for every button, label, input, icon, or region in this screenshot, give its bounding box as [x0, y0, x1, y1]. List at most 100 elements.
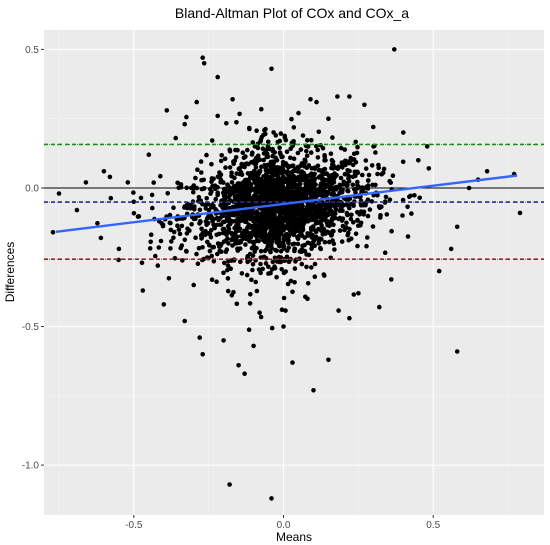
data-point [250, 226, 256, 231]
data-point [101, 169, 107, 174]
data-point [304, 173, 309, 179]
data-point [210, 202, 215, 207]
data-point [277, 138, 283, 144]
data-point [333, 211, 338, 216]
data-point [251, 343, 256, 349]
data-point [205, 201, 211, 207]
data-point [243, 242, 248, 247]
data-point [167, 220, 173, 226]
data-point [234, 223, 239, 228]
data-point [187, 228, 192, 233]
data-point [225, 263, 231, 268]
data-point [355, 218, 360, 223]
data-point [262, 197, 268, 202]
data-point [363, 166, 369, 171]
data-point [138, 195, 144, 201]
chart-title: Bland-Altman Plot of COx and COx_a [175, 5, 409, 21]
data-point [166, 276, 172, 281]
data-point [340, 216, 346, 221]
data-point [309, 137, 314, 143]
data-point [263, 126, 268, 132]
data-point [226, 226, 232, 232]
data-point [320, 145, 326, 151]
data-point [319, 174, 324, 180]
data-point [195, 167, 200, 172]
data-point [196, 245, 202, 251]
data-point [234, 120, 239, 125]
data-point [263, 261, 269, 266]
data-point [337, 228, 343, 233]
data-point [140, 288, 146, 293]
data-point [274, 274, 279, 280]
data-point [236, 228, 242, 233]
data-point [300, 133, 306, 138]
data-point [208, 234, 214, 240]
data-point [373, 150, 378, 155]
data-point [95, 221, 100, 226]
data-point [384, 212, 390, 217]
data-point [277, 145, 282, 150]
data-point [274, 240, 280, 245]
data-point [344, 220, 349, 226]
data-point [265, 139, 271, 145]
data-point [376, 165, 382, 171]
data-point [211, 222, 216, 227]
data-point [339, 160, 345, 165]
data-point [171, 235, 176, 240]
data-point [312, 165, 318, 170]
data-point [276, 232, 282, 238]
data-point [274, 192, 279, 198]
data-point [316, 129, 322, 135]
data-point [263, 177, 269, 182]
data-point [310, 207, 316, 212]
data-point [254, 245, 259, 251]
data-point [226, 241, 231, 246]
data-point [215, 251, 220, 257]
data-point [167, 212, 173, 218]
data-point [345, 232, 351, 238]
data-point [392, 47, 397, 52]
data-point [209, 253, 214, 259]
data-point [219, 212, 225, 217]
data-point [274, 248, 280, 254]
data-point [237, 246, 243, 251]
data-point [329, 162, 335, 167]
data-point [233, 241, 238, 246]
data-point [322, 210, 327, 215]
data-point [322, 239, 328, 245]
data-point [268, 242, 274, 248]
data-point [312, 274, 318, 280]
data-point [243, 154, 248, 159]
data-point [318, 245, 323, 251]
data-point [305, 296, 310, 302]
data-point [246, 179, 252, 184]
data-point [291, 139, 296, 144]
data-point [257, 310, 262, 316]
data-point [209, 179, 214, 184]
data-point [213, 196, 218, 202]
data-point [436, 268, 442, 274]
data-point [233, 204, 239, 210]
data-point [258, 314, 264, 320]
data-point [319, 228, 324, 233]
data-point [389, 277, 394, 282]
data-point [199, 178, 204, 183]
data-point [50, 230, 56, 235]
data-point [400, 197, 406, 203]
data-point [255, 215, 260, 221]
data-point [417, 195, 423, 201]
data-point [329, 157, 335, 163]
data-point [258, 139, 263, 144]
data-point [231, 159, 236, 164]
data-point [347, 94, 352, 99]
data-point [345, 168, 350, 173]
data-point [299, 171, 305, 176]
data-point [329, 165, 334, 171]
data-point [288, 278, 294, 284]
data-point [343, 158, 348, 164]
data-point [305, 240, 311, 246]
data-point [284, 232, 290, 237]
data-point [221, 226, 227, 232]
data-point [342, 227, 347, 233]
data-point [284, 254, 290, 260]
